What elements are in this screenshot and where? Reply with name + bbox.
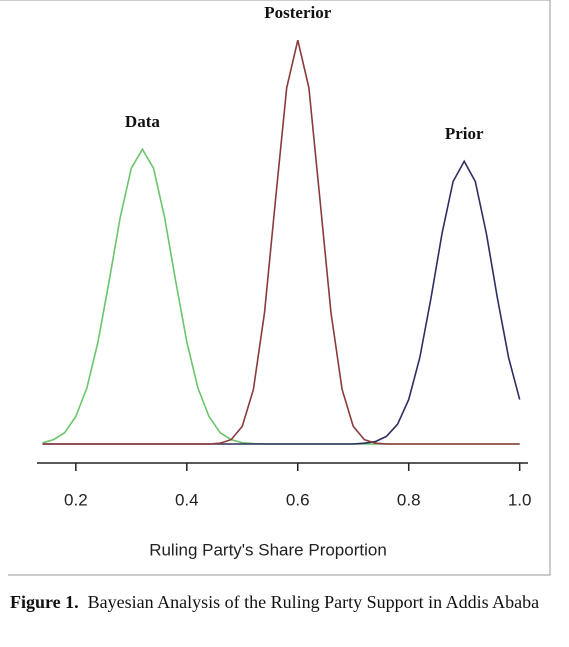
frame xyxy=(0,0,551,576)
x-tick-label: 0.6 xyxy=(286,490,310,509)
x-axis-label: Ruling Party's Share Proportion xyxy=(149,540,387,559)
series-line xyxy=(42,159,521,445)
x-tick-label: 0.8 xyxy=(397,490,421,509)
x-tick-label: 0.2 xyxy=(64,490,88,509)
series-label: Posterior xyxy=(264,3,331,22)
caption: Figure 1. Bayesian Analysis of the Rulin… xyxy=(10,590,560,614)
x-tick-label: 1.0 xyxy=(508,490,532,509)
series-label: Prior xyxy=(445,124,484,143)
caption-label: Figure 1. xyxy=(10,592,79,612)
series-line xyxy=(42,147,520,445)
series-line xyxy=(42,40,520,445)
caption-text: Bayesian Analysis of the Ruling Party Su… xyxy=(87,592,540,612)
x-tick-label: 0.4 xyxy=(175,490,199,509)
series-label: Data xyxy=(125,112,160,131)
